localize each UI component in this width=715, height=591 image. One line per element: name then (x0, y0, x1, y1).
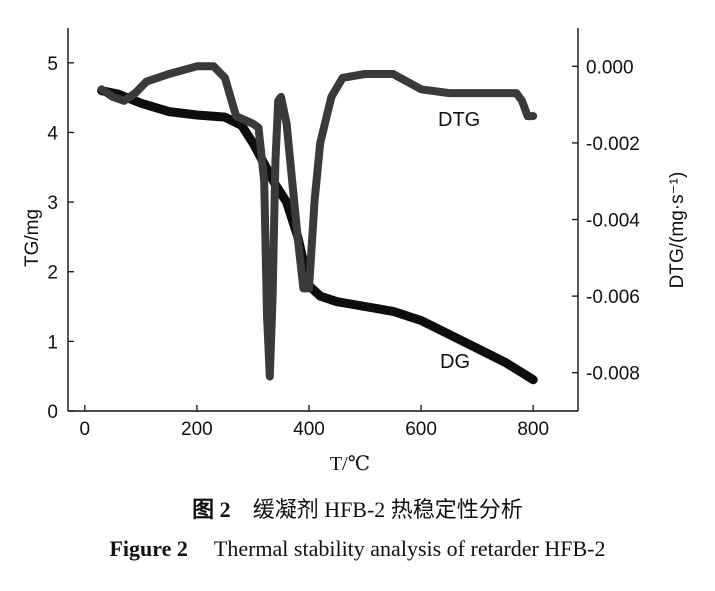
y-right-tick-label: -0.008 (586, 364, 640, 385)
series-label-dtg: DTG (438, 109, 480, 131)
series-line-dg (97, 86, 538, 385)
y-right-tick-label: -0.002 (586, 134, 640, 155)
x-axis-label: T/℃ (330, 453, 370, 475)
axis-ticks: 0 200 400 600 800 0 1 2 3 4 5 0.000 -0.002 -0.004 -0.0… (47, 54, 640, 440)
y-right-tick-label: -0.004 (586, 211, 640, 232)
x-tick-label: 600 (405, 419, 437, 440)
caption-en-text: Thermal stability analysis of retarder H… (213, 536, 606, 561)
caption-cn-number: 图 2 (192, 497, 231, 522)
series-label-dg: DG (440, 351, 470, 373)
x-tick-label: 800 (517, 419, 549, 440)
figure-caption-english: Figure 2 Thermal stability analysis of re… (0, 536, 715, 562)
y-axis-right-label: DTG/(mg·s⁻¹) (667, 172, 688, 289)
y-axis-left-label: TG/mg (22, 209, 43, 267)
y-left-tick-label: 5 (47, 54, 58, 75)
x-tick-label: 400 (293, 419, 325, 440)
y-left-tick-label: 4 (47, 123, 58, 144)
y-left-tick-label: 3 (47, 193, 58, 214)
caption-en-number: Figure 2 (109, 536, 188, 561)
caption-cn-text: 缓凝剂 HFB-2 热稳定性分析 (252, 497, 523, 522)
x-tick-label: 0 (80, 419, 91, 440)
chart-svg: 0 200 400 600 800 0 1 2 3 4 5 0.000 -0.002 -0.004 -0.0… (22, 28, 688, 475)
figure-caption-chinese: 图 2 缓凝剂 HFB-2 热稳定性分析 (0, 492, 715, 524)
x-tick-label: 200 (181, 419, 213, 440)
y-right-tick-label: -0.006 (586, 287, 640, 308)
series-layer (97, 62, 538, 385)
y-left-tick-label: 2 (47, 263, 58, 284)
series-line-dtg (97, 62, 538, 381)
y-left-tick-label: 1 (47, 332, 58, 353)
y-left-tick-label: 0 (47, 402, 58, 423)
y-right-tick-label: 0.000 (586, 57, 634, 78)
